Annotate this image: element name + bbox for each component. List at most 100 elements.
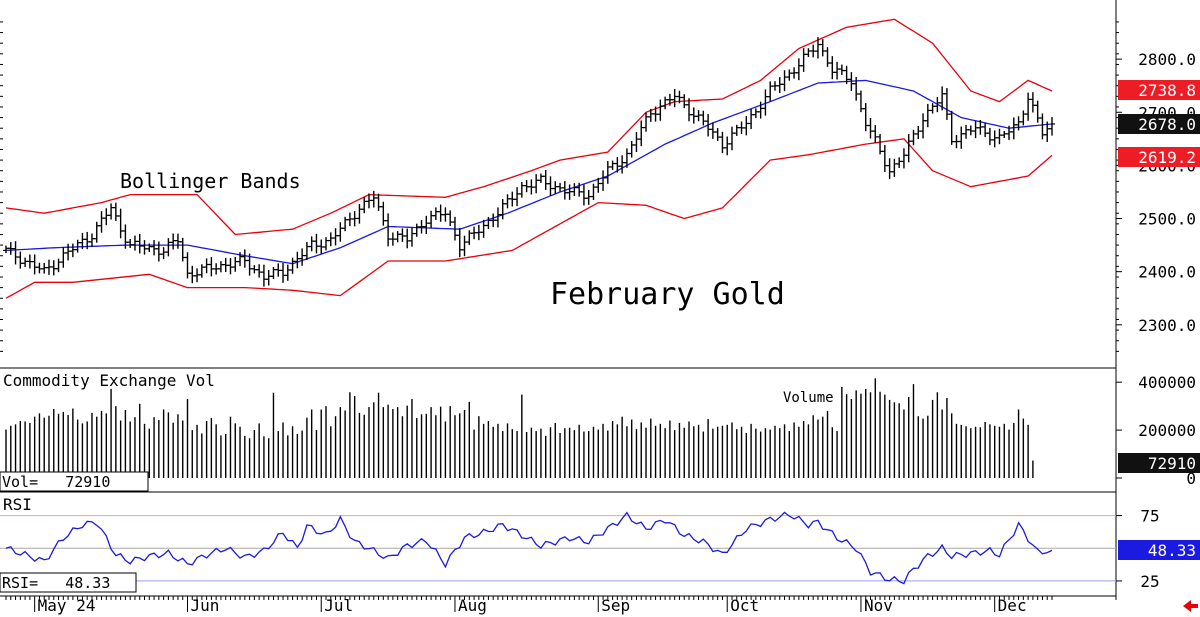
ohlc-bar xyxy=(905,134,912,163)
ohlc-bar xyxy=(939,86,946,111)
ohlc-bar xyxy=(404,228,411,249)
rsi-panel-label: RSI xyxy=(3,495,32,514)
ohlc-bar xyxy=(499,199,506,220)
volume-tag: 72910 xyxy=(1118,453,1200,473)
ohlc-bar xyxy=(776,77,783,93)
ohlc-bar xyxy=(934,96,941,113)
ohlc-bar xyxy=(103,208,110,226)
volume-readout-box: Vol= 72910 xyxy=(0,471,149,492)
ohlc-bar xyxy=(327,232,334,247)
volume-tag-value: 72910 xyxy=(1148,454,1196,473)
ohlc-bar xyxy=(900,148,907,169)
ohlc-bar xyxy=(972,120,979,139)
upper-band-tag-value: 2738.8 xyxy=(1138,81,1196,100)
ohlc-bar xyxy=(69,243,76,258)
ohlc-bar xyxy=(557,182,564,192)
ohlc-bar xyxy=(270,266,277,279)
ohlc-bar xyxy=(552,181,559,194)
ohlc-bar xyxy=(136,233,143,254)
ohlc-bar xyxy=(958,126,965,149)
ohlc-bar xyxy=(356,204,363,224)
bollinger-bands-annotation: Bollinger Bands xyxy=(120,169,301,193)
ohlc-bar xyxy=(323,237,330,251)
rsi-y-tick-label: 75 xyxy=(1140,507,1159,526)
ohlc-bar xyxy=(800,48,807,72)
ohlc-bar xyxy=(380,201,387,226)
ohlc-bar xyxy=(1001,131,1008,138)
x-tick-label: Aug xyxy=(458,596,487,615)
volume-series-label: Volume xyxy=(783,390,834,406)
ohlc-bar xyxy=(151,240,158,256)
ohlc-bar xyxy=(881,144,888,173)
x-tick-label: Jul xyxy=(324,596,353,615)
rsi-readout: RSI= 48.33 xyxy=(2,574,110,592)
chart-title: February Gold xyxy=(550,277,785,312)
upper-band-tag: 2738.8 xyxy=(1118,80,1200,100)
panel-frames xyxy=(0,0,1117,600)
ohlc-bar xyxy=(60,247,67,268)
ohlc-bar xyxy=(695,110,702,122)
ohlc-bar xyxy=(886,158,893,180)
ohlc-bar xyxy=(299,248,306,266)
ohlc-bar xyxy=(141,240,148,255)
ohlc-bar xyxy=(17,251,24,269)
ohlc-bar xyxy=(733,124,740,136)
ohlc-bar xyxy=(986,127,993,146)
ohlc-bar xyxy=(671,89,678,108)
ohlc-bar xyxy=(361,197,368,214)
ohlc-bar xyxy=(93,221,100,243)
volume-y-tick-label: 200000 xyxy=(1138,421,1196,440)
ohlc-bar xyxy=(432,207,439,220)
ohlc-bar xyxy=(375,193,382,211)
ohlc-bar xyxy=(208,257,215,277)
ohlc-bar xyxy=(514,187,521,207)
ohlc-bar xyxy=(910,129,917,146)
ohlc-bar xyxy=(65,243,72,261)
ohlc-bar xyxy=(232,256,239,272)
ohlc-bar xyxy=(41,262,48,274)
ohlc-bar xyxy=(862,103,869,132)
ohlc-bar xyxy=(303,242,310,261)
ohlc-bar xyxy=(700,110,707,126)
price-y-tick-label: 2300.0 xyxy=(1138,316,1196,335)
ohlc-bar xyxy=(337,222,344,242)
ohlc-bar xyxy=(638,120,645,147)
ohlc-bar xyxy=(241,249,248,268)
ohlc-bar xyxy=(643,112,650,132)
ohlc-bar xyxy=(447,210,454,226)
ohlc-bar xyxy=(547,176,554,196)
ohlc-bar xyxy=(867,118,874,139)
x-tick-label: Nov xyxy=(864,596,893,615)
volume-y-axis: 0 200000 400000 xyxy=(1116,373,1196,488)
ohlc-bar xyxy=(504,194,511,209)
ohlc-bar xyxy=(948,110,955,145)
ohlc-bar xyxy=(12,241,19,265)
ohlc-bar xyxy=(1034,100,1041,123)
ohlc-bar xyxy=(408,227,415,247)
ohlc-bar xyxy=(456,227,463,258)
ohlc-bar xyxy=(1020,110,1027,126)
scroll-left-arrow-icon[interactable] xyxy=(1183,600,1198,612)
ohlc-bar xyxy=(260,264,267,287)
x-tick-label: May 24 xyxy=(38,596,96,615)
ohlc-bar xyxy=(920,113,927,139)
bollinger-bands xyxy=(5,18,1053,299)
ohlc-bar xyxy=(571,183,578,197)
rsi-readout-box: RSI= 48.33 xyxy=(0,572,137,593)
ohlc-bar xyxy=(22,257,29,267)
middle-bollinger-band xyxy=(5,79,1053,265)
ohlc-bar xyxy=(724,136,731,156)
ohlc-bar xyxy=(385,213,392,247)
ohlc-bar xyxy=(284,264,291,281)
rsi-line xyxy=(5,511,1053,585)
ohlc-bar xyxy=(580,184,587,206)
upper-bollinger-band xyxy=(5,18,1053,236)
volume-readout: Vol= 72910 xyxy=(2,473,110,491)
ohlc-bar xyxy=(805,48,812,58)
ohlc-bar xyxy=(542,170,549,190)
ohlc-bar xyxy=(165,238,172,257)
ohlc-bar xyxy=(437,204,444,222)
ohlc-bar xyxy=(838,64,845,75)
ohlc-bar xyxy=(98,211,105,233)
